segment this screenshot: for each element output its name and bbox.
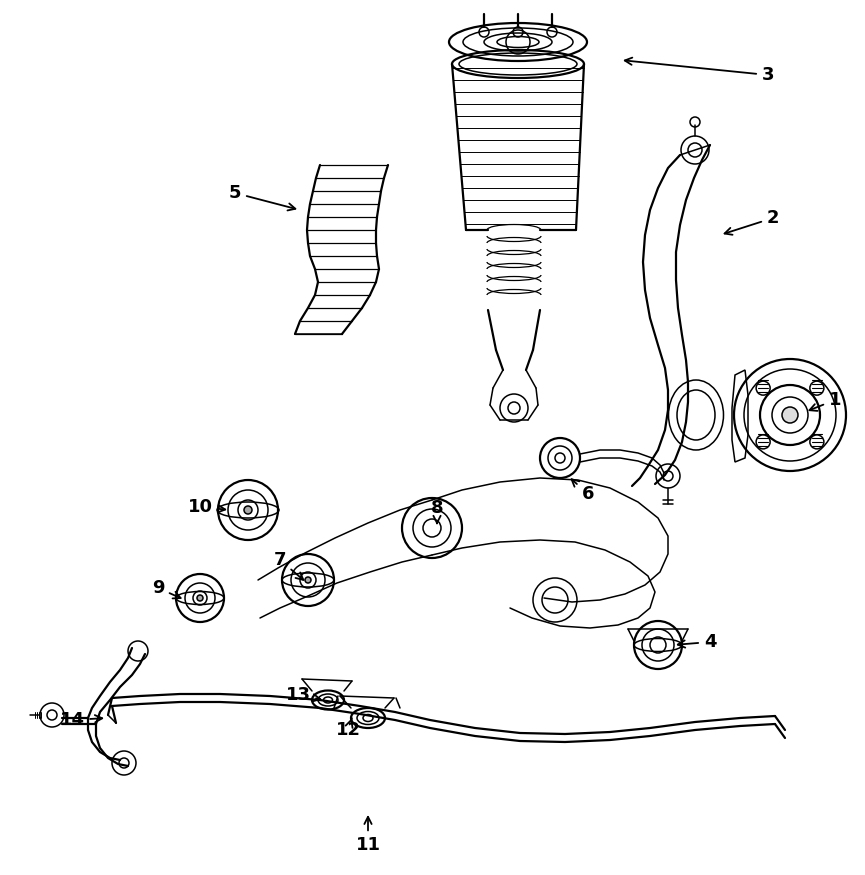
Text: 9: 9	[151, 579, 181, 598]
Text: 3: 3	[625, 58, 774, 84]
Circle shape	[244, 506, 252, 514]
Circle shape	[305, 577, 311, 583]
Circle shape	[782, 407, 798, 423]
Text: 2: 2	[725, 209, 779, 235]
Text: 10: 10	[188, 498, 225, 516]
Circle shape	[197, 595, 203, 601]
Text: 8: 8	[431, 499, 444, 523]
Text: 7: 7	[273, 551, 304, 580]
Polygon shape	[732, 370, 748, 462]
Text: 1: 1	[810, 391, 842, 411]
Text: 14: 14	[60, 711, 102, 729]
Text: 13: 13	[285, 686, 320, 704]
Text: 5: 5	[228, 184, 295, 211]
Text: 4: 4	[678, 633, 716, 651]
Text: 12: 12	[336, 718, 361, 739]
Text: 6: 6	[572, 480, 594, 503]
Text: 11: 11	[356, 816, 381, 854]
